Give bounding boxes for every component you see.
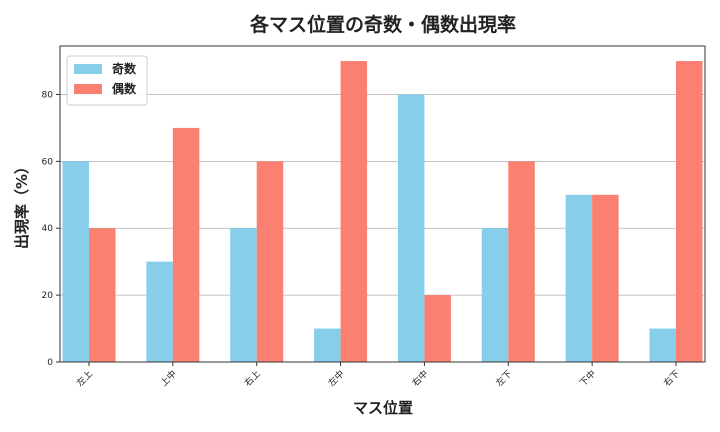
bar-even-1: [172, 127, 200, 362]
x-tick-label: 右上: [242, 368, 263, 389]
plot-frame: [59, 45, 706, 363]
legend-label-even: 偶数: [112, 81, 137, 96]
bar-even-0: [89, 228, 116, 362]
chart-title: 各マス位置の奇数・偶数出現率: [249, 13, 516, 36]
bar-odd-7: [649, 328, 676, 362]
bar-even-2: [256, 161, 284, 362]
bar-odd-5: [481, 228, 509, 362]
y-tick-label: 0: [47, 358, 53, 368]
bar-even-7: [676, 61, 703, 363]
legend-label-odd: 奇数: [112, 61, 137, 76]
bar-odd-3: [314, 328, 341, 362]
x-axis-label: マス位置: [353, 399, 413, 417]
y-tick-label: 40: [42, 224, 54, 234]
bar-odd-6: [565, 194, 593, 362]
y-tick-label: 20: [42, 291, 54, 301]
y-ticks: 0 20 40 60 80: [42, 90, 60, 368]
bar-odd-1: [146, 261, 173, 362]
y-tick-label: 80: [42, 90, 54, 100]
bar-odd-4: [397, 94, 425, 363]
bar-even-5: [508, 161, 535, 362]
x-tick-label: 右中: [409, 368, 430, 389]
x-tick-label: 右下: [661, 368, 682, 389]
y-tick-label: 60: [42, 157, 54, 167]
bar-even-6: [592, 194, 619, 362]
x-ticks: 左上 上中 右上 左中 右中 左下 下中 右下: [74, 362, 682, 389]
x-tick-label: 左下: [493, 368, 514, 389]
bar-even-3: [340, 61, 368, 363]
bar-even-4: [424, 295, 451, 362]
bar-odd-0: [62, 161, 89, 362]
x-tick-label: 下中: [577, 368, 598, 389]
x-tick-label: 左中: [325, 368, 346, 389]
bars: [62, 61, 703, 363]
bar-odd-2: [230, 228, 257, 362]
legend-swatch-odd: [74, 64, 102, 74]
legend-swatch-even: [74, 84, 102, 94]
y-axis-label: 出現率（%）: [13, 159, 31, 249]
x-tick-label: 左上: [74, 368, 95, 389]
x-tick-label: 上中: [158, 368, 179, 389]
